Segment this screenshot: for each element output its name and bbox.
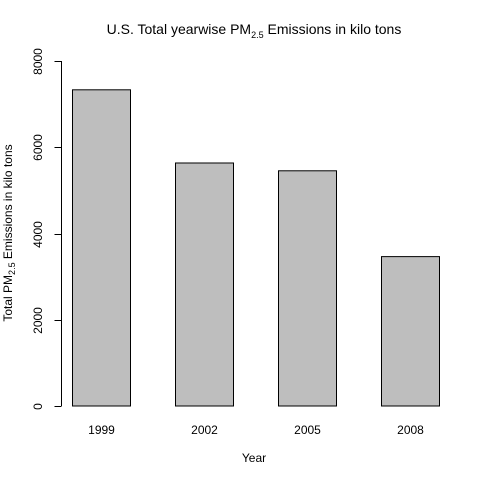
- bars-group: [72, 89, 440, 407]
- y-tick-label-6000: 6000: [31, 134, 45, 161]
- x-axis-title: Year: [242, 451, 266, 465]
- x-tick-label-2002: 2002: [191, 423, 218, 437]
- chart-title: U.S. Total yearwise PM2.5 Emissions in k…: [107, 21, 402, 40]
- y-axis-title-suffix: Emissions in kilo tons: [1, 144, 15, 262]
- y-tick-label-8000: 8000: [31, 48, 45, 75]
- chart-title-suffix: Emissions in kilo tons: [264, 21, 402, 37]
- y-axis-title: Total PM2.5 Emissions in kilo tons: [1, 144, 17, 321]
- y-tick-label-2000: 2000: [31, 307, 45, 334]
- chart-title-prefix: U.S. Total yearwise PM: [107, 21, 251, 37]
- y-axis-title-prefix: Total PM: [1, 275, 15, 322]
- x-axis-labels: 1999 2002 2005 2008: [88, 423, 424, 437]
- x-tick-label-2005: 2005: [294, 423, 321, 437]
- bar-2008: [381, 256, 440, 407]
- y-axis-title-subscript: 2.5: [7, 262, 17, 275]
- y-axis: 0 2000 4000 6000 8000: [31, 48, 62, 410]
- x-tick-label-1999: 1999: [88, 423, 115, 437]
- chart-title-subscript: 2.5: [251, 30, 264, 40]
- bar-1999: [72, 89, 131, 407]
- bar-2002: [175, 162, 234, 407]
- y-tick-label-0: 0: [31, 403, 45, 410]
- x-tick-label-2008: 2008: [397, 423, 424, 437]
- y-tick-label-4000: 4000: [31, 221, 45, 248]
- bar-2005: [278, 170, 337, 407]
